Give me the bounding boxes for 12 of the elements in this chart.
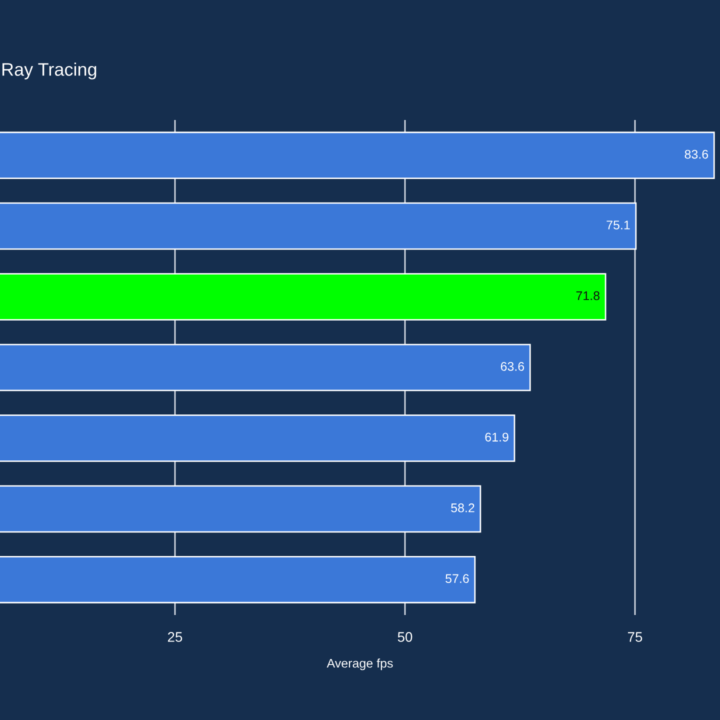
x-tick-label: 75	[628, 632, 642, 642]
data-label: 83.6	[684, 150, 708, 159]
data-label: 71.8	[576, 291, 600, 300]
data-label: 57.6	[446, 574, 469, 583]
data-label: 61.9	[485, 432, 508, 442]
x-tick-label: 50	[398, 632, 412, 642]
x-tick-label: 25	[168, 632, 182, 642]
data-label: 75.1	[606, 220, 630, 230]
data-label: 58.2	[451, 503, 474, 512]
data-label: 63.6	[500, 362, 524, 371]
x-axis-title: Average fps	[326, 658, 393, 670]
chart-title: Ray Tracing	[2, 62, 96, 80]
